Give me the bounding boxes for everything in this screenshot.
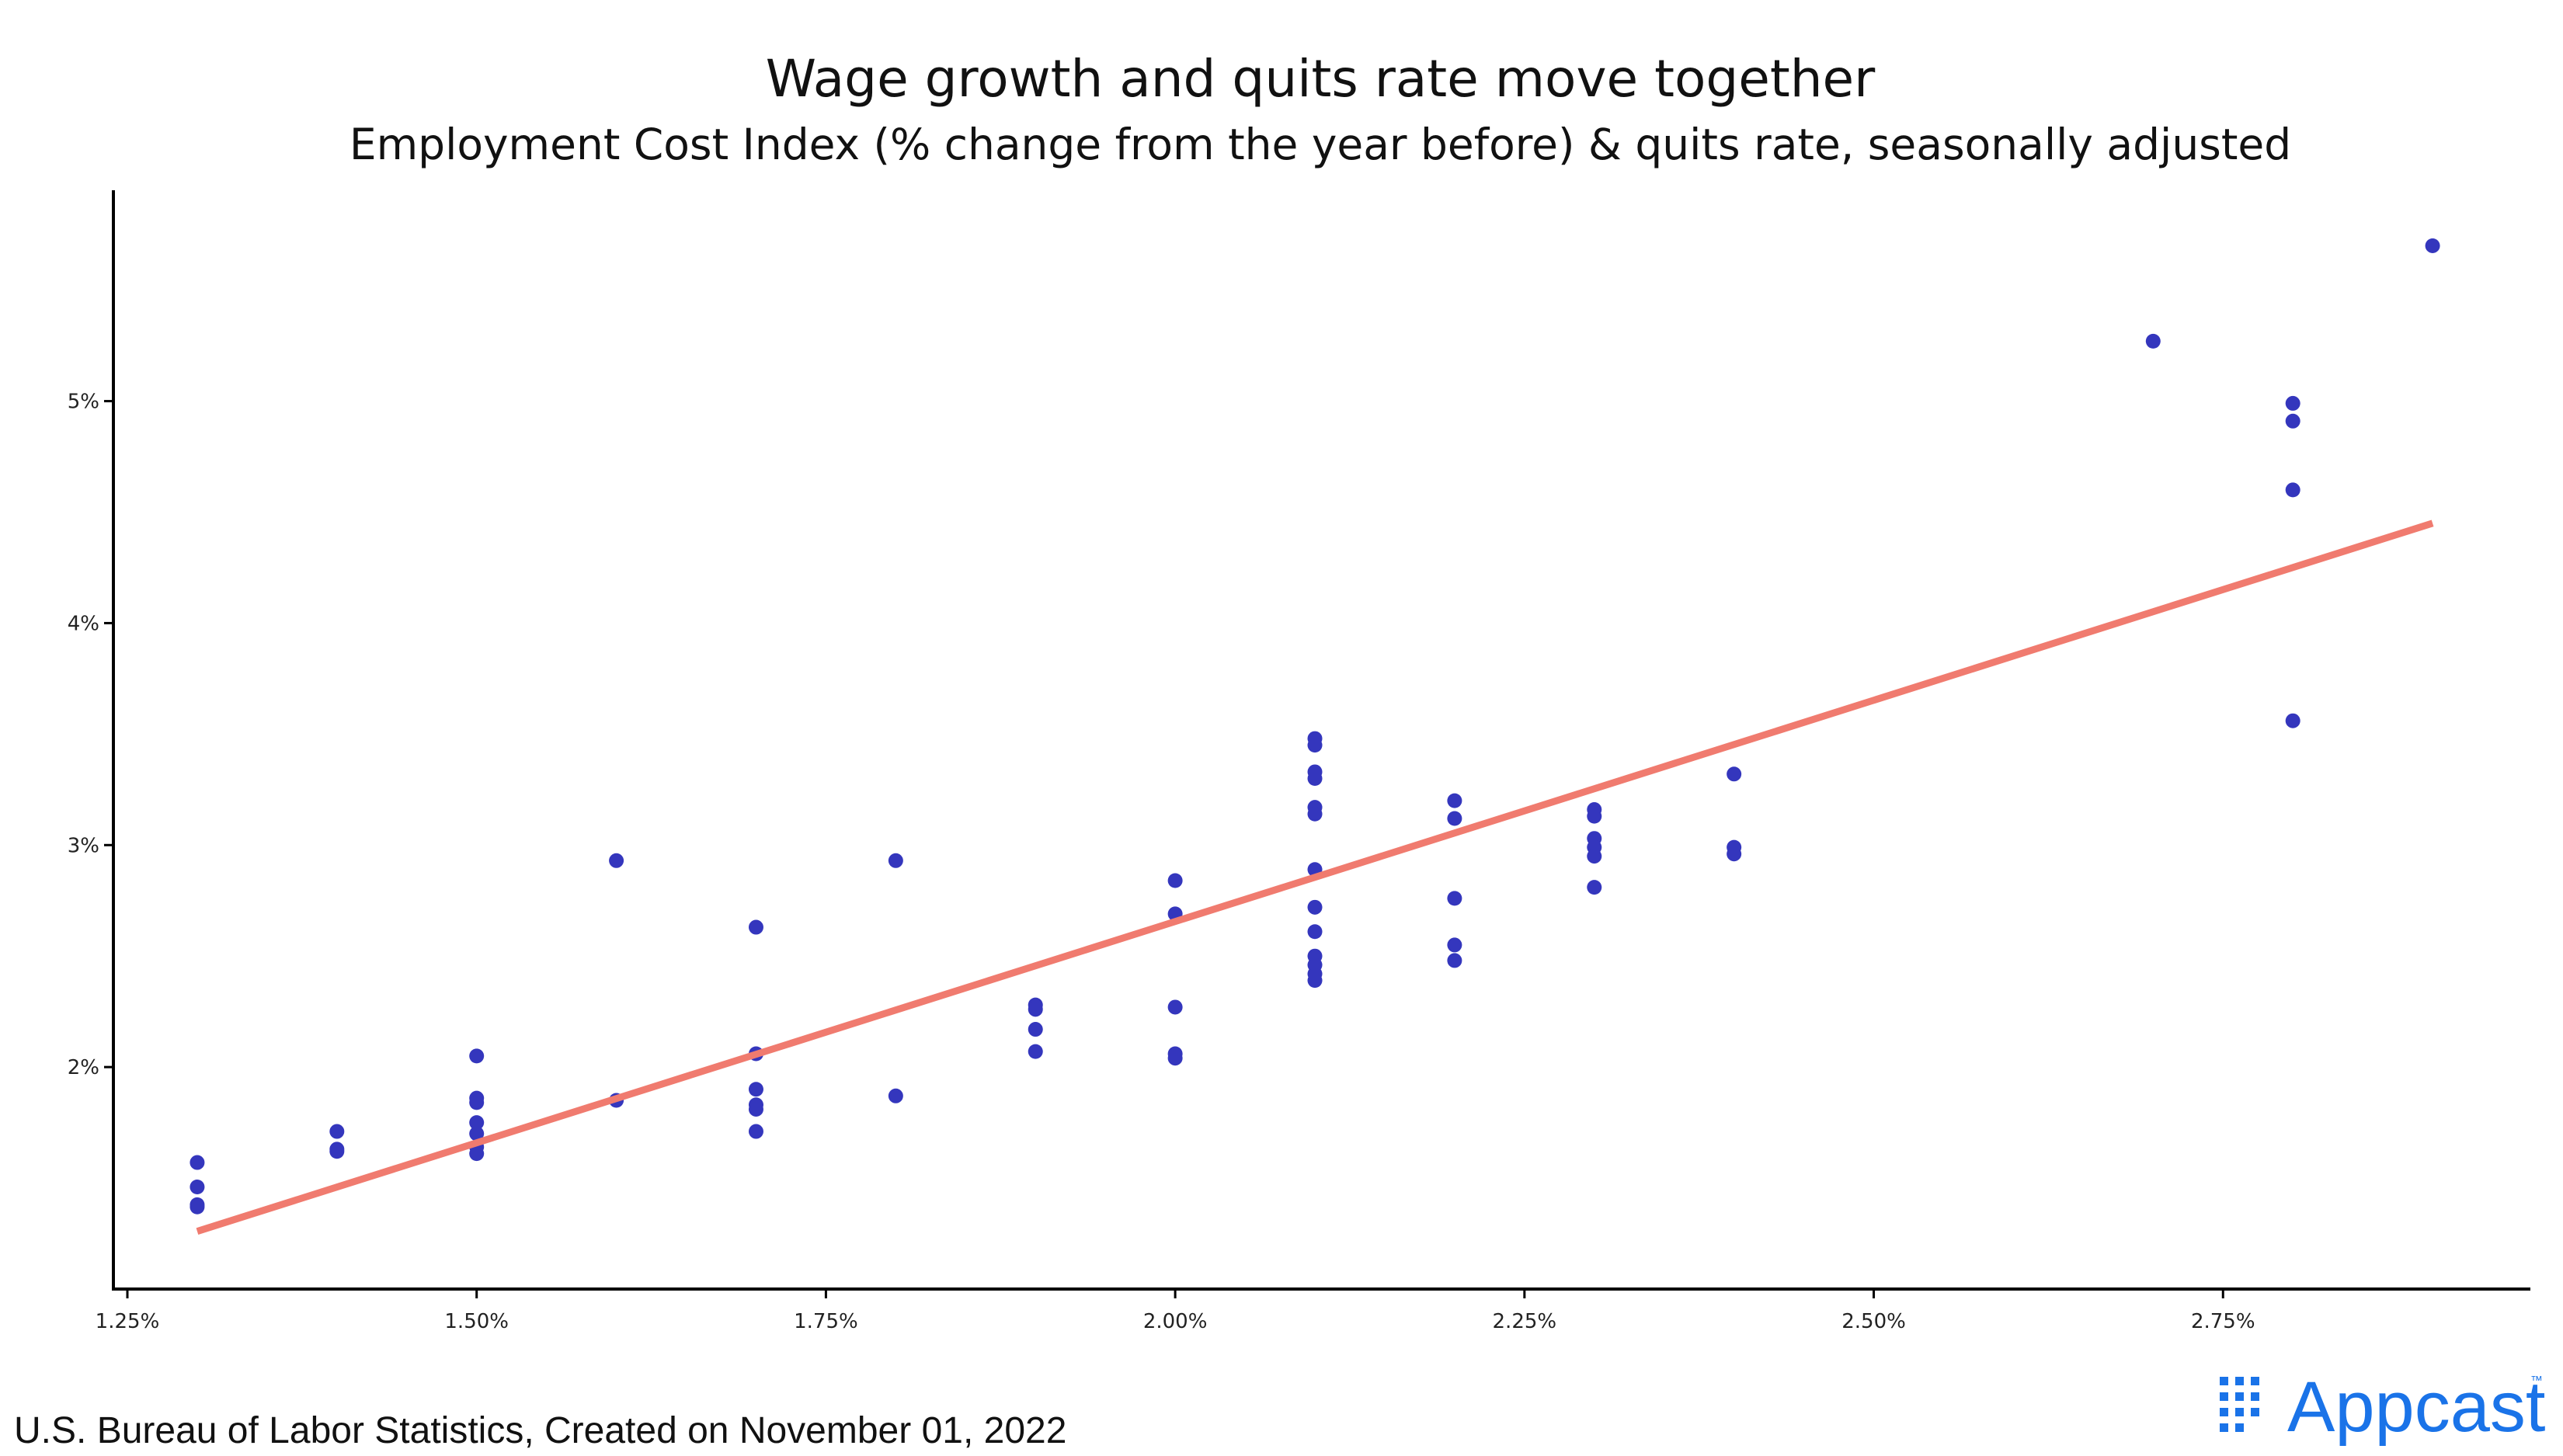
data-point (1307, 738, 1323, 753)
data-point (1447, 937, 1462, 953)
data-point (1587, 849, 1602, 864)
data-point (190, 1155, 205, 1170)
data-point (1307, 924, 1323, 940)
data-point (1447, 811, 1462, 826)
logo-dot (2251, 1377, 2259, 1385)
data-point (1587, 880, 1602, 895)
logo-dot (2251, 1392, 2259, 1401)
data-point (748, 1082, 763, 1097)
x-axis-ticks: 1.25% 1.50% 1.75% 2.00% 2.25% 2.50% 2.75% (96, 1289, 2255, 1333)
trend-line (196, 520, 2434, 1235)
logo-trademark: ™ (2530, 1374, 2543, 1388)
data-point (748, 919, 763, 935)
data-point (469, 1146, 485, 1162)
logo-dot (2235, 1377, 2244, 1385)
data-point (748, 1124, 763, 1139)
data-point (469, 1095, 485, 1110)
plot-area (190, 238, 2440, 1235)
data-point (2285, 395, 2300, 411)
data-point (1727, 846, 1742, 862)
data-point (888, 853, 903, 868)
chart-subtitle: Employment Cost Index (% change from the… (350, 120, 2291, 169)
y-tick-label: 2% (68, 1056, 99, 1079)
data-point (1447, 891, 1462, 906)
y-tick-label: 4% (68, 612, 99, 635)
data-point (2285, 482, 2300, 498)
logo-dot (2220, 1377, 2228, 1385)
data-point (1307, 973, 1323, 989)
x-tick-label: 1.75% (794, 1310, 858, 1333)
logo-dot (2235, 1423, 2244, 1432)
data-point (190, 1180, 205, 1195)
logo-dot (2220, 1423, 2228, 1432)
logo-mark-icon (2220, 1377, 2259, 1432)
data-point (609, 853, 624, 868)
x-tick-label: 2.50% (1841, 1310, 1906, 1333)
source-note: U.S. Bureau of Labor Statistics, Created… (14, 1410, 1066, 1451)
data-point (1028, 1002, 1043, 1017)
data-point (2425, 238, 2440, 253)
data-point (329, 1144, 345, 1159)
x-tick-label: 1.50% (444, 1310, 509, 1333)
data-point (748, 1101, 763, 1117)
data-point (1028, 1044, 1043, 1059)
x-tick-label: 2.25% (1493, 1310, 1557, 1333)
logo-dot (2220, 1392, 2228, 1401)
data-point (2285, 713, 2300, 728)
data-point (469, 1115, 485, 1131)
data-point (1028, 1022, 1043, 1037)
x-tick-label: 2.75% (2191, 1310, 2255, 1333)
logo-dot (2235, 1408, 2244, 1416)
x-tick-label: 1.25% (96, 1310, 160, 1333)
data-point (1307, 806, 1323, 822)
data-point (469, 1126, 485, 1142)
logo-dot (2220, 1408, 2228, 1416)
data-point (1727, 766, 1742, 782)
data-point (1167, 999, 1183, 1015)
data-point (1167, 1051, 1183, 1066)
chart-title: Wage growth and quits rate move together (766, 49, 1876, 109)
data-point (1447, 793, 1462, 808)
data-point (329, 1124, 345, 1139)
y-axis-ticks: 2% 3% 4% 5% (68, 391, 113, 1079)
data-point (1587, 808, 1602, 824)
y-tick-label: 3% (68, 834, 99, 857)
data-point (469, 1048, 485, 1064)
data-point (1307, 899, 1323, 915)
data-point (2285, 413, 2300, 429)
data-point (1307, 771, 1323, 787)
data-point (190, 1199, 205, 1214)
x-tick-label: 2.00% (1143, 1310, 1208, 1333)
logo-text: Appcast (2287, 1367, 2545, 1447)
data-point (1447, 953, 1462, 968)
logo-dot (2251, 1408, 2259, 1416)
data-point (1167, 873, 1183, 888)
data-point (2145, 333, 2161, 349)
appcast-logo: Appcast ™ (2220, 1367, 2545, 1447)
logo-dot (2235, 1392, 2244, 1401)
y-tick-label: 5% (68, 391, 99, 414)
data-point (888, 1088, 903, 1103)
